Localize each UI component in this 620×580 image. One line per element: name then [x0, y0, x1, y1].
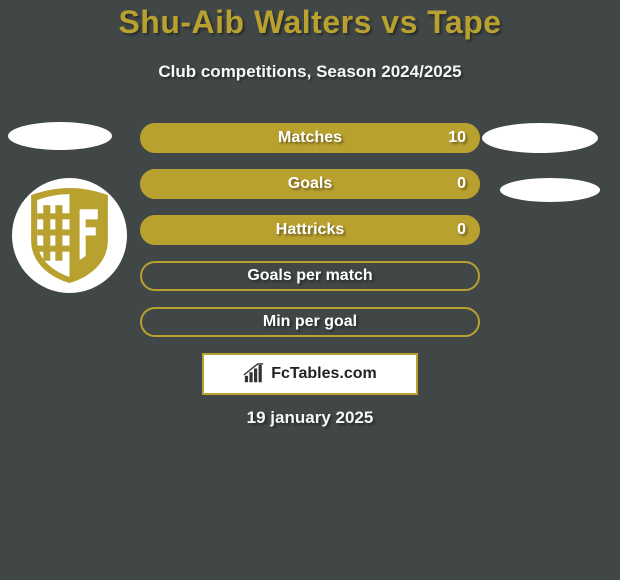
- page-subtitle: Club competitions, Season 2024/2025: [0, 62, 620, 82]
- date-label: 19 january 2025: [0, 408, 620, 428]
- stat-label: Goals: [288, 175, 332, 193]
- page-title: Shu-Aib Walters vs Tape: [0, 4, 620, 41]
- source-badge: FcTables.com: [202, 353, 418, 395]
- player-avatar-right-top: [482, 123, 598, 153]
- shield-icon: [19, 185, 120, 286]
- player-avatar-right-bottom: [500, 178, 600, 202]
- source-label: FcTables.com: [271, 365, 377, 383]
- stat-bar: Min per goal: [140, 307, 480, 337]
- stats-card: Shu-Aib Walters vs Tape Club competition…: [0, 0, 620, 580]
- stat-bar: Goals per match: [140, 261, 480, 291]
- stat-label: Matches: [278, 129, 342, 147]
- stat-label: Goals per match: [247, 267, 372, 285]
- stat-bar: Hattricks 0: [140, 215, 480, 245]
- stat-value: 10: [448, 129, 466, 147]
- stat-value: 0: [457, 221, 466, 239]
- barchart-icon: [243, 363, 265, 385]
- stat-label: Min per goal: [263, 313, 357, 331]
- stat-value: 0: [457, 175, 466, 193]
- player-avatar-left: [8, 122, 112, 150]
- stat-bar: Matches 10: [140, 123, 480, 153]
- stat-bar: Goals 0: [140, 169, 480, 199]
- stat-label: Hattricks: [276, 221, 344, 239]
- club-badge: [12, 178, 127, 293]
